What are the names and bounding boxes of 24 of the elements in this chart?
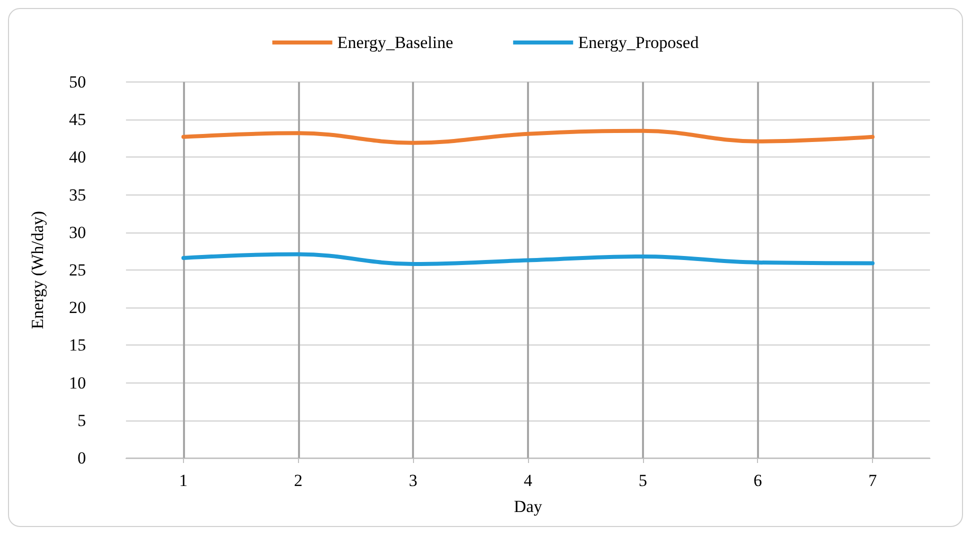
x-tick-label: 3 [408, 471, 418, 490]
x-tick-label: 4 [524, 471, 533, 490]
y-tick-label: 30 [69, 222, 86, 242]
line-series [181, 252, 875, 266]
y-tick-label: 10 [69, 373, 86, 392]
y-tick-label: 40 [69, 148, 86, 167]
x-axis-title: Day [514, 497, 543, 516]
x-tick-label: 6 [753, 471, 762, 490]
legend-label: Energy_Proposed [578, 33, 700, 52]
x-tick-label: 5 [638, 471, 648, 490]
y-tick-label: 20 [69, 298, 86, 318]
y-tick-label: 5 [78, 410, 86, 430]
y-tick-label: 35 [69, 185, 86, 204]
x-tick-label: 2 [294, 471, 303, 490]
y-tick-label: 0 [78, 448, 86, 468]
line-series [181, 128, 875, 145]
x-tick-label: 1 [179, 471, 188, 490]
y-tick-label: 25 [69, 260, 86, 280]
legend-label: Energy_Baseline [337, 33, 454, 52]
y-axis-title: Energy (Wh/day) [28, 210, 47, 330]
x-tick-label: 7 [868, 471, 878, 490]
y-tick-label: 45 [69, 110, 86, 130]
y-tick-label: 15 [69, 336, 86, 355]
y-tick-label: 50 [69, 72, 86, 92]
